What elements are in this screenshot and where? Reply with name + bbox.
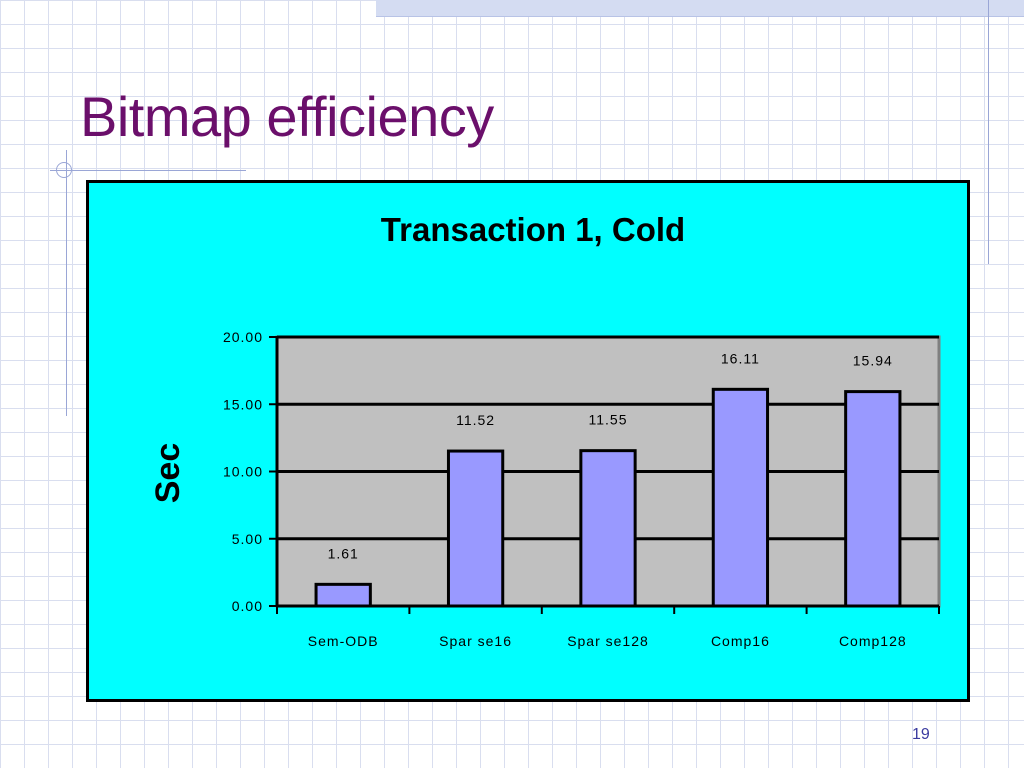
x-tick-label: Comp16 [711,633,770,649]
y-tick-label: 0.00 [232,598,263,614]
left-decorative-rule [66,150,67,416]
x-tick-label: Spar se128 [567,633,649,649]
bar [844,390,902,608]
title-underline-rule [50,170,246,171]
x-tick-label: Sem-ODB [308,633,379,649]
right-decorative-rule [988,0,989,264]
x-tick-label: Comp128 [839,633,907,649]
crosshair-ornament [56,162,72,178]
data-label: 15.94 [853,353,893,369]
chart-marks: 0.00 5.00 10.00 15.00 20.00 1.61 Sem-ODB 11.52 S… [223,329,941,649]
y-tick-label: 20.00 [223,329,263,345]
chart-title: Transaction 1, Cold [381,211,685,248]
x-tick-label: Spar se16 [439,633,512,649]
data-label: 1.61 [328,545,359,561]
y-axis-label: Sec [149,443,187,504]
y-tick-label: 10.00 [223,464,263,480]
y-tick-label: 5.00 [232,531,263,547]
bar-chart: Transaction 1, Cold Sec 0.00 5.00 10.00 15.… [149,211,941,649]
chart-container: Transaction 1, Cold Sec 0.00 5.00 10.00 15.… [86,180,970,702]
bar [711,387,770,608]
slide-title: Bitmap efficiency [80,85,494,148]
data-label: 16.11 [721,350,760,366]
data-label: 11.52 [456,412,495,428]
top-decorative-band [376,0,1024,17]
bar [314,582,372,608]
bar [446,449,505,608]
page-number: 19 [912,726,930,743]
y-tick-label: 15.00 [223,396,263,412]
data-label: 11.55 [589,412,628,428]
bar [579,449,637,608]
